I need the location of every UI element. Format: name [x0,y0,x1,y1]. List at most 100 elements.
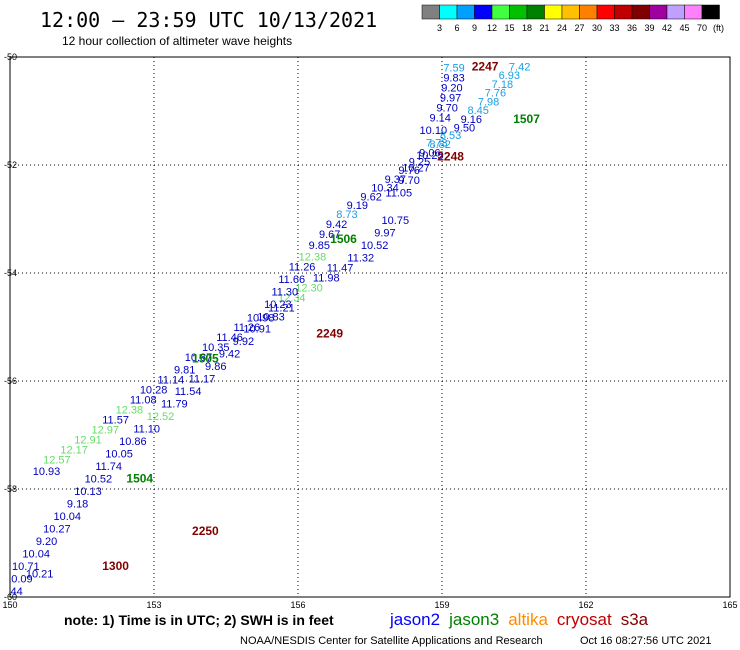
swh-label: 11.47 [327,262,354,274]
color-scale-label: 70 [697,23,707,33]
swh-label: 9.06 [419,147,440,159]
color-swatch [456,4,475,20]
swh-label: 10.98 [247,312,275,324]
x-tick-label: 159 [434,600,449,610]
swh-label: 11.10 [133,424,160,436]
data-labels: 7.599.839.209.979.709.1410.107.7310.2510… [10,61,530,597]
swh-label: 10.13 [74,486,102,498]
swh-label: 9.62 [360,191,381,203]
swh-label: 11.30 [271,286,298,298]
swh-label: 11.17 [189,374,216,386]
swh-label: 11.74 [95,461,122,473]
time-label: 1300 [102,559,129,573]
color-swatch [509,4,528,20]
swh-label: 10.35 [202,342,230,354]
footer-note: note: 1) Time is in UTC; 2) SWH is in fe… [64,612,334,628]
swh-label: 10.04 [53,511,81,523]
swh-label: 9.81 [174,365,195,377]
color-scale-label: 36 [627,23,637,33]
legend-jason2: jason2 [389,610,440,629]
y-tick-label: -56 [4,376,17,386]
swh-label: 7.73 [426,137,447,149]
swh-label: 10.87 [185,352,213,364]
color-scale-label: 12 [487,23,497,33]
x-tick-label: 150 [2,600,17,610]
swh-label: 12.97 [91,425,119,437]
color-scale-label: 42 [662,23,672,33]
y-tick-label: -58 [4,484,17,494]
swh-label: 10.05 [105,449,133,461]
swh-label: 11.98 [313,272,340,284]
color-scale-label: 27 [574,23,584,33]
color-scale-label: 9 [472,23,477,33]
swh-label: 8.82 [430,139,451,151]
swh-label: 9.83 [443,72,464,84]
swh-label: 12.34 [278,292,306,304]
chart-title: 12:00 – 23:59 UTC 10/13/2021 [40,8,377,32]
swh-label: 10.04 [22,549,50,561]
swh-label: 10.86 [119,436,147,448]
swh-label: 10.21 [26,569,54,581]
color-scale-label: 15 [504,23,514,33]
swh-label: 11.26 [233,322,260,334]
swh-label: 9.42 [326,219,347,231]
color-scale-label: 18 [522,23,532,33]
color-scale-label: 3 [437,23,442,33]
swh-label: 9.18 [67,499,88,511]
swh-label: 11.14 [157,375,184,387]
color-scale: 3 6 9 12 15 18 21 24 27 30 33 36 39 42 45 70 [421,4,720,33]
swh-label: 9.20 [441,82,462,94]
x-tick-label: 162 [578,600,593,610]
swh-label: 12.38 [116,405,144,417]
color-scale-label: 6 [454,23,459,33]
y-tick-label: -52 [4,160,17,170]
swh-label: 9.97 [440,92,461,104]
swh-label: 7.98 [478,96,499,108]
color-swatch [614,4,633,20]
swh-label: 7.18 [492,79,513,91]
grid [10,57,730,597]
plot-frame [9,56,731,598]
legend-jason3: jason3 [448,610,499,629]
swh-label: 9.76 [398,165,419,177]
time-label: 1504 [126,472,153,486]
swh-label: 11.57 [102,415,129,427]
swh-label: 9.86 [205,361,226,373]
swh-label: 8.53 [440,130,461,142]
color-swatch [421,4,440,20]
color-swatch [684,4,703,20]
color-scale-label: 21 [539,23,549,33]
footer-timestamp: Oct 16 08:27:56 UTC 2021 [580,635,711,647]
swh-label: 9.19 [347,200,368,212]
swh-label: 10.75 [382,215,410,227]
color-swatch [701,4,720,20]
swh-label: 11.05 [385,187,412,199]
swh-label: 8.45 [467,105,488,117]
footer-credit: NOAA/NESDIS Center for Satellite Applica… [240,635,543,647]
swh-label: 10.52 [361,240,389,252]
swh-label: 12.38 [299,251,327,263]
swh-label: 10.23 [264,299,292,311]
swh-label: 9.70 [398,175,419,187]
swh-label: 10.27 [402,162,430,174]
time-label: 2248 [437,149,464,163]
swh-label: 12.52 [147,411,175,423]
swh-label: 10.93 [33,466,61,478]
swh-label: 9.20 [36,536,57,548]
legend-s3a: s3a [621,610,649,629]
swh-label: 11.66 [278,274,305,286]
color-scale-unit: (ft) [713,23,724,33]
y-tick-label: -54 [4,268,17,278]
time-label: 2250 [192,524,219,538]
swh-label: 11.21 [268,302,295,314]
color-scale-label: 24 [557,23,567,33]
color-swatch [596,4,615,20]
x-tick-label: 165 [722,600,737,610]
y-tick-label: -60 [4,592,17,602]
color-scale-label: 39 [644,23,654,33]
color-swatch [474,4,493,20]
swh-label: 9.37 [385,174,406,186]
swh-label: 10.91 [243,324,271,336]
color-scale-label: 45 [679,23,689,33]
